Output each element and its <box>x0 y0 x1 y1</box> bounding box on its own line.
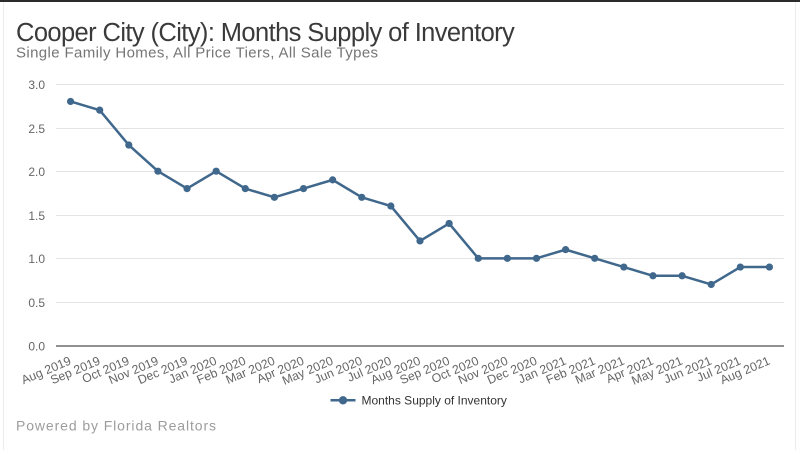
svg-text:Months Supply of Inventory: Months Supply of Inventory <box>362 394 507 408</box>
svg-text:2.0: 2.0 <box>28 165 45 179</box>
svg-text:0.0: 0.0 <box>28 340 45 354</box>
svg-text:Single Family Homes, All Price: Single Family Homes, All Price Tiers, Al… <box>16 45 378 62</box>
svg-text:1.0: 1.0 <box>28 252 45 266</box>
svg-text:2.5: 2.5 <box>28 122 45 136</box>
svg-text:1.5: 1.5 <box>28 209 45 223</box>
svg-text:0.5: 0.5 <box>28 296 45 310</box>
svg-text:Powered by Florida Realtors: Powered by Florida Realtors <box>16 418 217 434</box>
svg-text:3.0: 3.0 <box>28 78 45 92</box>
svg-text:Cooper City (City): Months Sup: Cooper City (City): Months Supply of Inv… <box>16 19 515 47</box>
